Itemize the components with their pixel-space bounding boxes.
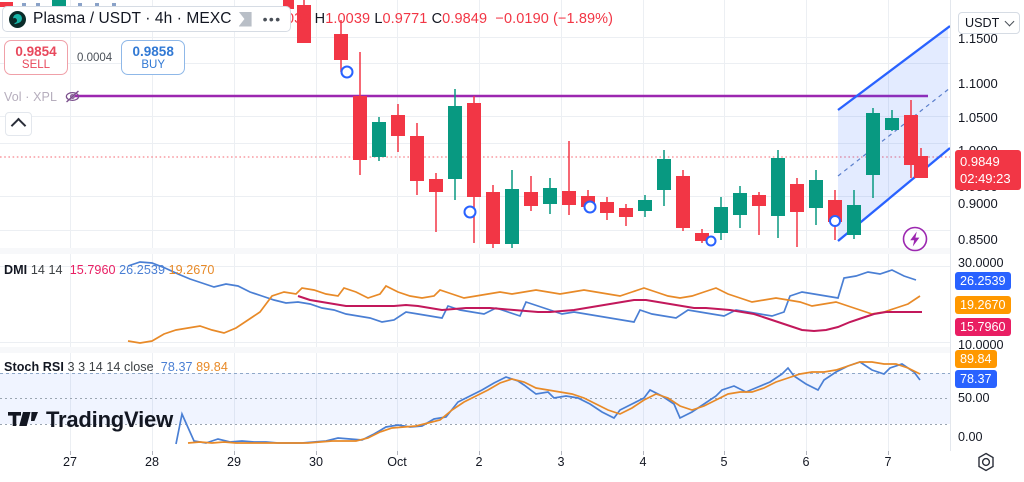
dmi-plusdi-badge: 26.2539	[955, 272, 1011, 290]
price-tick-6: 0.8500	[958, 232, 998, 247]
collapse-pane-button[interactable]	[5, 112, 32, 136]
ohlc-low-label: L	[374, 11, 383, 27]
sell-button[interactable]: 0.9854 SELL	[4, 40, 68, 75]
price-tick-2: 1.0500	[958, 110, 998, 125]
stoch-rsi-tick-mid: 50.00	[958, 391, 990, 405]
symbol-header[interactable]: Plasma / USDT · 4h · MEXC •••	[2, 6, 291, 32]
tradingview-logo-icon	[8, 412, 38, 426]
sell-price: 0.9854	[15, 43, 57, 59]
time-label-9: 6	[802, 455, 810, 469]
dmi-adx-value: 15.7960	[69, 263, 116, 277]
buy-label: BUY	[141, 58, 166, 71]
dmi-tick-bottom: 10.0000	[958, 338, 1004, 352]
stoch-rsi-pane[interactable]	[0, 361, 950, 445]
sell-label: SELL	[21, 58, 51, 71]
chevron-up-icon	[10, 117, 27, 134]
ohlc-close-value: 0.9849	[442, 11, 488, 27]
more-options-icon[interactable]: •••	[262, 11, 282, 27]
spread-value: 0.0004	[77, 51, 113, 64]
ohlc-legend: 035 H1.0039 L0.9771 C0.9849 −0.0190 (−1.…	[286, 11, 613, 27]
chart-settings-icon[interactable]	[975, 451, 997, 473]
stoch-rsi-tick-bottom: 0.00	[958, 430, 983, 444]
current-price-value: 0.9849	[960, 154, 1000, 169]
time-label-3: 30	[308, 455, 324, 469]
time-label-7: 4	[639, 455, 647, 469]
price-tick-1: 1.1000	[958, 76, 998, 91]
ohlc-change-pct: (−1.89%)	[553, 11, 614, 27]
current-price-badge[interactable]: 0.9849 02:49:23	[955, 150, 1021, 191]
price-scale-separator	[950, 0, 951, 451]
dmi-indicator-legend[interactable]: DMI 14 14 15.7960 26.2539 19.2670	[4, 263, 214, 277]
stoch-rsi-indicator-legend[interactable]: Stoch RSI 3 3 14 14 close 78.37 89.84	[4, 360, 228, 374]
price-scale[interactable]: USDT 1.1500 1.1000 1.0500 1.0000 0.9500 …	[950, 0, 1024, 482]
chevron-down-icon	[1004, 16, 1015, 27]
dmi-pane[interactable]	[0, 261, 950, 344]
dmi-params: 14 14	[30, 263, 63, 277]
tradingview-watermark-text: TradingView	[46, 407, 173, 432]
time-axis-ticks	[70, 451, 889, 455]
stoch-rsi-k-badge: 78.37	[955, 370, 997, 388]
candlestick-series[interactable]	[297, 0, 928, 251]
price-tick-0: 1.1500	[958, 31, 998, 46]
stoch-rsi-d-value: 89.84	[196, 360, 228, 374]
eye-off-icon[interactable]	[64, 88, 81, 105]
ohlc-change: −0.0190	[495, 11, 549, 27]
buy-price: 0.9858	[132, 43, 174, 59]
ohlc-high-label: H	[314, 11, 326, 27]
time-label-1: 28	[144, 455, 160, 469]
volume-legend-label: Vol · XPL	[4, 89, 58, 104]
trade-panel: 0.9854 SELL 0.0004 0.9858 BUY	[4, 40, 186, 75]
dmi-tick-top: 30.0000	[958, 256, 1004, 270]
dmi-minusdi-badge: 19.2670	[955, 296, 1011, 314]
dmi-name: DMI	[4, 263, 28, 277]
dmi-plusdi-value: 26.2539	[119, 263, 165, 277]
time-label-8: 5	[720, 455, 728, 469]
dmi-minusdi-value: 19.2670	[168, 263, 215, 277]
ohlc-high-value: 1.0039	[325, 11, 371, 27]
currency-selector[interactable]: USDT	[958, 12, 1020, 34]
symbol-title: Plasma / USDT · 4h · MEXC	[33, 10, 232, 27]
currency-label: USDT	[965, 16, 1000, 30]
plasma-logo-icon	[9, 10, 26, 28]
trade-marker-group[interactable]	[340, 65, 841, 247]
price-tick-5: 0.9000	[958, 196, 998, 211]
time-label-0: 27	[62, 455, 78, 469]
time-label-4: Oct	[387, 455, 407, 469]
buy-button[interactable]: 0.9858 BUY	[121, 40, 186, 75]
stoch-rsi-d-badge: 89.84	[955, 350, 997, 368]
time-label-5: 2	[475, 455, 483, 469]
lightning-bolt-icon[interactable]	[901, 225, 929, 253]
stoch-rsi-k-value: 78.37	[160, 360, 193, 374]
bar-countdown: 02:49:23	[960, 171, 1011, 187]
ohlc-low-value: 0.9771	[382, 11, 428, 27]
ohlc-close-label: C	[431, 11, 443, 27]
dmi-adx-badge: 15.7960	[955, 318, 1011, 336]
stoch-rsi-params: 3 3 14 14 close	[67, 360, 154, 374]
time-label-2: 29	[226, 455, 242, 469]
volume-legend[interactable]: Vol · XPL	[4, 88, 81, 105]
flag-icon	[238, 11, 252, 27]
tradingview-watermark: TradingView	[8, 407, 173, 433]
stoch-rsi-name: Stoch RSI	[4, 360, 64, 374]
time-label-6: 3	[557, 455, 565, 469]
ohlc-open-value: 035	[286, 11, 311, 27]
time-label-10: 7	[884, 455, 892, 469]
